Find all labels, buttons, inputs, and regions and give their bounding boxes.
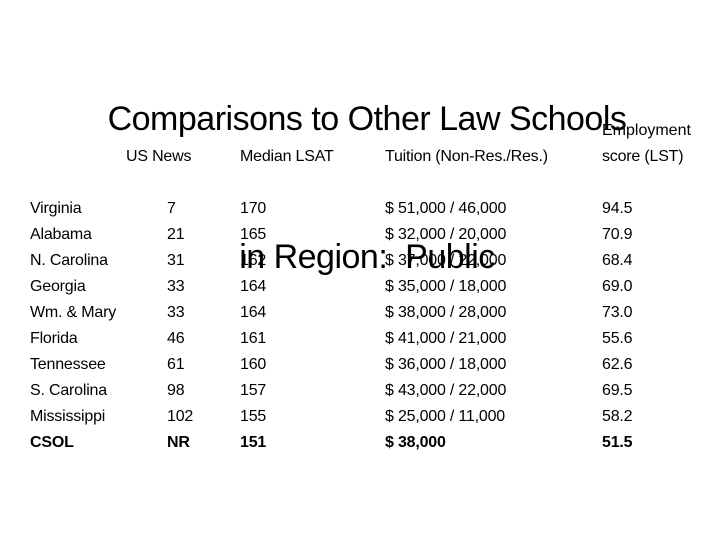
cell-employment-score: 69.5	[602, 382, 633, 399]
cell-median-lsat: 170	[240, 200, 267, 217]
table-row: Wm. & Mary 33 164 $ 38,000 / 28,000 73.0	[0, 300, 720, 326]
cell-employment-score: 73.0	[602, 304, 633, 321]
cell-median-lsat: 161	[240, 330, 267, 347]
cell-median-lsat: 157	[240, 382, 267, 399]
header-employment-line1: Employment	[602, 122, 691, 139]
cell-us-news: NR	[167, 434, 190, 451]
table-row-csol: CSOL NR 151 $ 38,000 51.5	[0, 430, 720, 456]
cell-us-news: 21	[167, 226, 185, 243]
cell-median-lsat: 165	[240, 226, 267, 243]
cell-school: CSOL	[30, 434, 74, 451]
cell-school: Virginia	[30, 200, 82, 217]
cell-tuition: $ 36,000 / 18,000	[385, 356, 507, 373]
title-line-2: in Region: Public	[239, 238, 495, 276]
cell-median-lsat: 155	[240, 408, 267, 425]
header-median-lsat: Median LSAT	[240, 148, 334, 165]
cell-median-lsat: 160	[240, 356, 267, 373]
cell-tuition: $ 25,000 / 11,000	[385, 408, 505, 425]
cell-school: Wm. & Mary	[30, 304, 116, 321]
cell-school: Florida	[30, 330, 78, 347]
cell-median-lsat: 164	[240, 278, 267, 295]
cell-tuition: $ 38,000	[385, 434, 446, 451]
cell-employment-score: 55.6	[602, 330, 633, 347]
cell-employment-score: 68.4	[602, 252, 633, 269]
cell-tuition: $ 41,000 / 21,000	[385, 330, 507, 347]
cell-us-news: 7	[167, 200, 176, 217]
table-header-row: US News Median LSAT Tuition (Non-Res./Re…	[0, 144, 720, 170]
header-employment-line2: score (LST)	[602, 148, 684, 165]
cell-median-lsat: 151	[240, 434, 267, 451]
table-row: Tennessee 61 160 $ 36,000 / 18,000 62.6	[0, 352, 720, 378]
cell-school: Mississippi	[30, 408, 106, 425]
cell-tuition: $ 38,000 / 28,000	[385, 304, 507, 321]
cell-us-news: 61	[167, 356, 185, 373]
table-row: N. Carolina 31 162 $ 37,000 / 22,000 68.…	[0, 248, 720, 274]
cell-employment-score: 70.9	[602, 226, 633, 243]
cell-employment-score: 94.5	[602, 200, 633, 217]
cell-tuition: $ 37,000 / 22,000	[385, 252, 507, 269]
cell-us-news: 31	[167, 252, 185, 269]
cell-us-news: 33	[167, 278, 185, 295]
cell-employment-score: 58.2	[602, 408, 633, 425]
title-line-1: Comparisons to Other Law Schools	[107, 100, 627, 138]
table-row: Alabama 21 165 $ 32,000 / 20,000 70.9	[0, 222, 720, 248]
cell-us-news: 33	[167, 304, 185, 321]
cell-tuition: $ 43,000 / 22,000	[385, 382, 507, 399]
cell-school: N. Carolina	[30, 252, 108, 269]
cell-school: Tennessee	[30, 356, 106, 373]
slide-title: Comparisons to Other Law Schools in Regi…	[14, 4, 720, 326]
cell-employment-score: 69.0	[602, 278, 633, 295]
cell-us-news: 102	[167, 408, 194, 425]
table-row: Virginia 7 170 $ 51,000 / 46,000 94.5	[0, 196, 720, 222]
cell-school: Alabama	[30, 226, 92, 243]
cell-us-news: 98	[167, 382, 185, 399]
cell-tuition: $ 51,000 / 46,000	[385, 200, 507, 217]
cell-median-lsat: 162	[240, 252, 267, 269]
cell-employment-score: 51.5	[602, 434, 633, 451]
header-us-news: US News	[126, 148, 192, 165]
table-row: S. Carolina 98 157 $ 43,000 / 22,000 69.…	[0, 378, 720, 404]
cell-school: S. Carolina	[30, 382, 107, 399]
cell-tuition: $ 35,000 / 18,000	[385, 278, 507, 295]
table-row: Mississippi 102 155 $ 25,000 / 11,000 58…	[0, 404, 720, 430]
table-row: Georgia 33 164 $ 35,000 / 18,000 69.0	[0, 274, 720, 300]
comparison-table: Virginia 7 170 $ 51,000 / 46,000 94.5 Al…	[0, 196, 720, 456]
cell-school: Georgia	[30, 278, 86, 295]
cell-median-lsat: 164	[240, 304, 267, 321]
cell-employment-score: 62.6	[602, 356, 633, 373]
cell-tuition: $ 32,000 / 20,000	[385, 226, 507, 243]
cell-us-news: 46	[167, 330, 185, 347]
table-row: Florida 46 161 $ 41,000 / 21,000 55.6	[0, 326, 720, 352]
header-tuition: Tuition (Non-Res./Res.)	[385, 148, 548, 165]
